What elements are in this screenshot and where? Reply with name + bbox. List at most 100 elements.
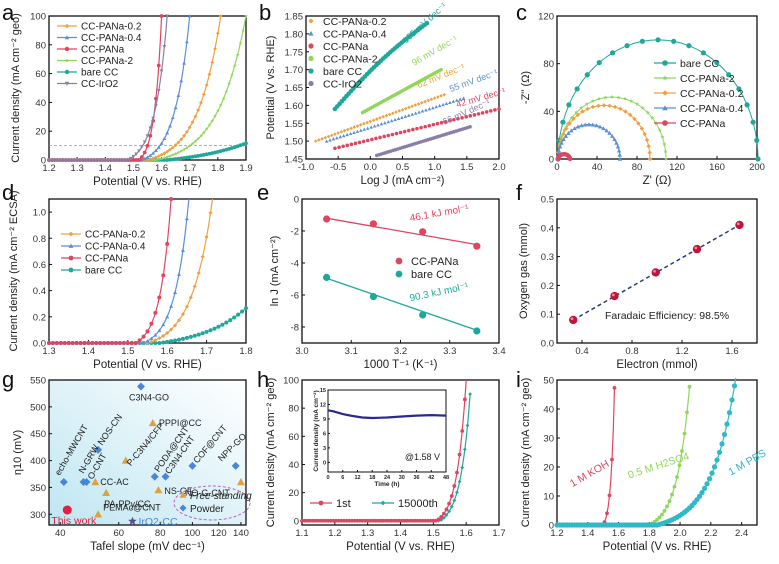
x-tick-label: 1.4 bbox=[394, 528, 407, 539]
panel-a: 1.2 1.3 1.4 1.5 1.6 1.7 1.8 1.9 0 20 40 60 80 100 Pote… bbox=[2, 0, 253, 188]
x-tick-label: 1.4 bbox=[82, 346, 95, 357]
data-point-group: CC-AC bbox=[91, 477, 129, 487]
data-point bbox=[413, 518, 417, 523]
data-point bbox=[337, 145, 341, 150]
series-line bbox=[557, 387, 616, 526]
data-point bbox=[439, 94, 443, 98]
data-point bbox=[686, 43, 692, 49]
data-point bbox=[66, 158, 71, 162]
y-tick-label: 0 bbox=[41, 156, 46, 167]
y-tick-label: 50 bbox=[543, 376, 554, 387]
data-point bbox=[430, 106, 435, 110]
data-point bbox=[687, 384, 692, 389]
data-point bbox=[134, 158, 139, 162]
data-point bbox=[177, 337, 182, 342]
x-tick-label: 1.7 bbox=[200, 346, 213, 357]
data-point-highlight bbox=[694, 246, 698, 250]
y-axis-label: Current density (mA cm⁻² ECSA) bbox=[8, 190, 20, 351]
legend-marker bbox=[64, 69, 70, 75]
data-point bbox=[365, 120, 369, 125]
data-point bbox=[50, 341, 55, 345]
data-point bbox=[373, 518, 378, 523]
data-point bbox=[497, 107, 501, 111]
data-point bbox=[449, 494, 454, 498]
data-point bbox=[572, 126, 577, 131]
data-point bbox=[82, 478, 91, 487]
data-point bbox=[357, 140, 362, 145]
data-point bbox=[416, 102, 421, 106]
data-point bbox=[154, 148, 158, 152]
data-point bbox=[313, 139, 318, 143]
x-tick-label: 1.4 bbox=[99, 163, 112, 174]
data-point bbox=[190, 141, 195, 146]
data-point bbox=[165, 330, 170, 335]
data-point bbox=[154, 486, 163, 494]
x-tick-label: 1.2 bbox=[550, 528, 563, 539]
y-tick-label: 0.4 bbox=[33, 286, 46, 297]
data-point bbox=[162, 151, 167, 156]
data-point bbox=[153, 341, 158, 345]
data-point bbox=[193, 154, 198, 159]
data-point bbox=[154, 104, 158, 108]
data-point bbox=[185, 39, 189, 44]
data-point bbox=[244, 306, 248, 311]
data-point bbox=[352, 130, 356, 134]
data-point bbox=[341, 144, 345, 149]
data-point bbox=[317, 138, 321, 142]
legend-marker bbox=[395, 270, 403, 278]
inset-stability-curve bbox=[327, 409, 447, 420]
legend-label: CC-PANa-2 bbox=[323, 54, 378, 66]
legend-label: CC-PANa-0.4 bbox=[81, 33, 142, 44]
legend-marker bbox=[662, 90, 668, 96]
data-point-group: C3N4-GO bbox=[129, 382, 169, 402]
y-tick-label: -2 bbox=[291, 227, 299, 238]
data-point bbox=[563, 126, 569, 131]
data-point bbox=[336, 518, 341, 523]
data-point bbox=[161, 273, 166, 278]
series-bare CC bbox=[555, 37, 761, 162]
data-point bbox=[682, 431, 687, 436]
data-point bbox=[596, 59, 602, 66]
legend-marker bbox=[308, 55, 314, 62]
x-tick-label: 100 bbox=[184, 528, 200, 539]
data-point bbox=[655, 37, 661, 43]
data-point bbox=[182, 156, 186, 160]
inset-x-tick-label: 6 bbox=[341, 475, 344, 481]
x-tick-label: 1.8 bbox=[239, 346, 252, 357]
data-point bbox=[180, 336, 185, 341]
data-point bbox=[169, 197, 174, 201]
data-point bbox=[193, 139, 198, 143]
data-point bbox=[128, 516, 137, 525]
data-point bbox=[137, 149, 141, 153]
data-point bbox=[196, 153, 201, 158]
legend-label: CC-PANa-2 bbox=[81, 56, 133, 67]
data-point bbox=[444, 507, 449, 512]
data-point bbox=[106, 341, 111, 345]
x-axis-label: Potential (V vs. RHE) bbox=[93, 176, 202, 188]
data-point bbox=[94, 341, 99, 345]
data-point bbox=[480, 111, 485, 115]
data-point bbox=[384, 518, 388, 523]
data-point bbox=[420, 109, 425, 113]
data-point bbox=[468, 392, 473, 397]
data-point bbox=[601, 126, 606, 131]
data-point bbox=[182, 133, 186, 138]
legend-label: CC-PANa bbox=[323, 41, 368, 53]
data-point bbox=[165, 149, 170, 154]
x-tick-label: 1.7 bbox=[183, 163, 196, 174]
panel-label: d bbox=[2, 180, 14, 205]
legend-label: CC-PANa bbox=[85, 254, 129, 265]
data-point bbox=[113, 341, 118, 345]
panel-label: a bbox=[2, 0, 15, 25]
legend-marker bbox=[662, 60, 668, 66]
data-point bbox=[647, 156, 653, 162]
data-point bbox=[394, 110, 398, 114]
data-point bbox=[389, 118, 394, 123]
data-point bbox=[165, 155, 169, 159]
x-tick-label: 0.8 bbox=[625, 346, 638, 357]
data-point bbox=[139, 155, 144, 159]
x-tick-label: 140 bbox=[233, 528, 249, 539]
data-point bbox=[162, 136, 167, 141]
x-tick-label: 1.5 bbox=[127, 163, 140, 174]
data-point bbox=[151, 116, 156, 121]
